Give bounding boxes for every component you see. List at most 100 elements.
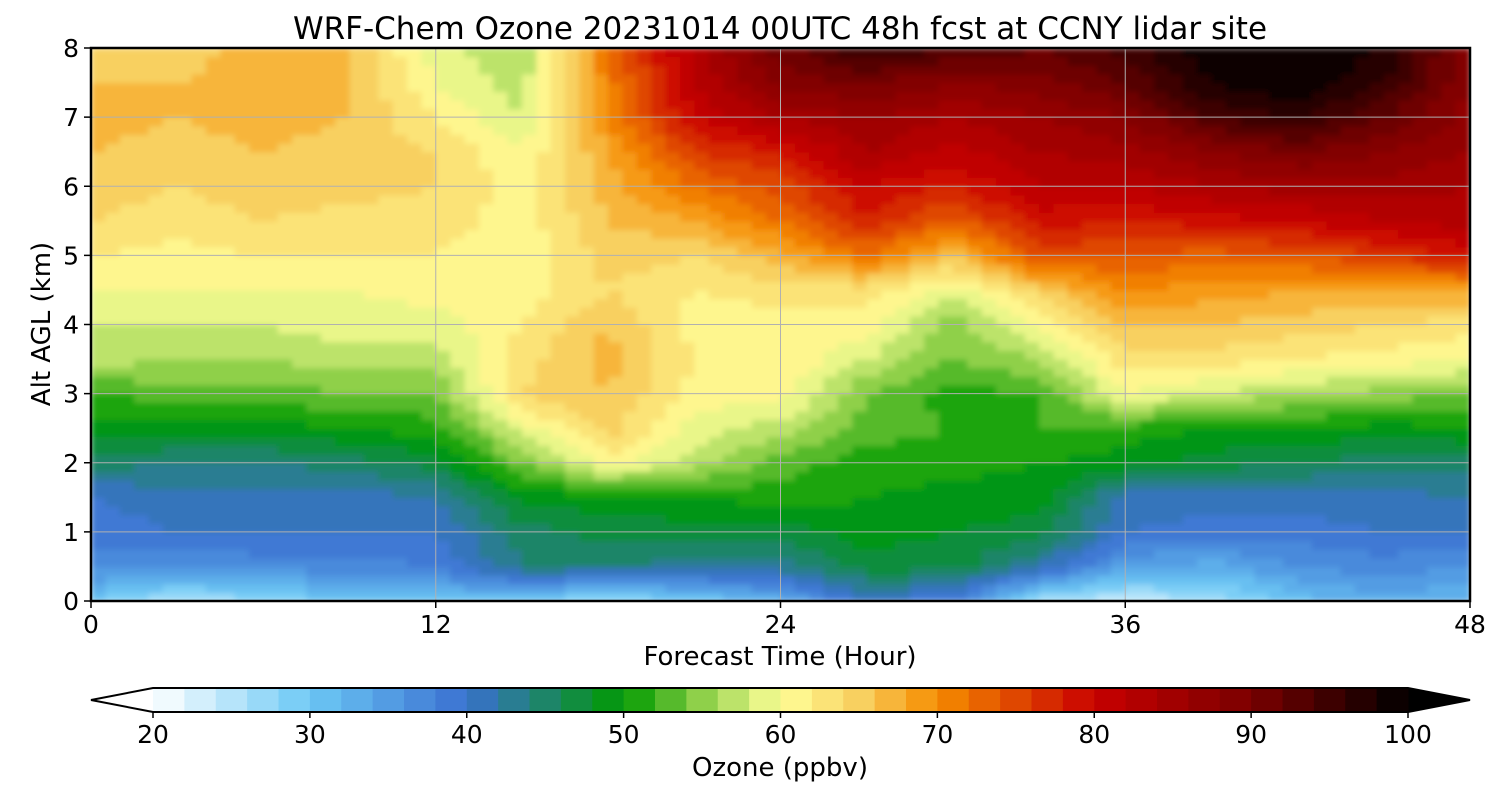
heatmap-cell [751, 238, 767, 248]
heatmap-cell [1110, 220, 1126, 231]
heatmap-cell [881, 488, 897, 498]
heatmap-cell [134, 272, 150, 282]
heatmap-cell [1067, 436, 1083, 447]
heatmap-cell [493, 151, 509, 161]
heatmap-cell [837, 238, 853, 248]
heatmap-cell [1455, 402, 1470, 412]
heatmap-cell [952, 194, 968, 205]
heatmap-cell [1153, 531, 1169, 542]
heatmap-cell [249, 445, 264, 455]
heatmap-cell [536, 454, 552, 464]
heatmap-cell [766, 557, 782, 568]
heatmap-cell [737, 557, 753, 568]
heatmap-cell [1225, 160, 1241, 170]
heatmap-cell [249, 177, 264, 187]
heatmap-cell [967, 246, 983, 256]
heatmap-cell [723, 203, 738, 213]
heatmap-cell [1355, 298, 1371, 308]
heatmap-cell [249, 186, 264, 196]
heatmap-cell [1067, 480, 1083, 490]
heatmap-cell [1039, 480, 1055, 490]
heatmap-cell [579, 341, 595, 352]
heatmap-cell [335, 557, 351, 568]
heatmap-cell [1297, 246, 1313, 256]
heatmap-cell [1096, 531, 1112, 542]
heatmap-cell [823, 557, 839, 568]
heatmap-cell [450, 393, 466, 403]
heatmap-cell [909, 307, 925, 317]
heatmap-cell [550, 315, 566, 326]
heatmap-cell [306, 367, 322, 377]
heatmap-cell [665, 255, 681, 265]
heatmap-cell [1369, 272, 1385, 282]
heatmap-cell [1426, 402, 1442, 412]
heatmap-cell [493, 488, 509, 498]
heatmap-cell [737, 428, 753, 438]
heatmap-cell [1125, 341, 1141, 352]
heatmap-cell [134, 428, 150, 438]
heatmap-cell [1211, 488, 1227, 498]
heatmap-cell [1297, 203, 1313, 213]
heatmap-cell [1125, 307, 1141, 317]
heatmap-cell [1297, 480, 1313, 490]
heatmap-cell [521, 212, 537, 222]
heatmap-cell [550, 557, 566, 568]
heatmap-cell [320, 220, 336, 231]
heatmap-cell [1010, 220, 1026, 231]
heatmap-cell [608, 238, 624, 248]
heatmap-cell [708, 272, 724, 282]
heatmap-cell [737, 583, 753, 593]
heatmap-cell [1240, 246, 1256, 256]
heatmap-cell [292, 488, 308, 498]
heatmap-cell [1096, 194, 1112, 205]
heatmap-cell [177, 480, 193, 490]
heatmap-cell [349, 367, 365, 377]
heatmap-cell [1182, 238, 1198, 248]
heatmap-cell [1211, 454, 1227, 464]
heatmap-cell [1398, 497, 1414, 507]
heatmap-cell [1067, 514, 1083, 524]
heatmap-cell [493, 497, 509, 507]
heatmap-cell [306, 531, 322, 542]
heatmap-cell [363, 367, 379, 377]
heatmap-cell [450, 307, 466, 317]
heatmap-cell [536, 376, 552, 386]
heatmap-cell [1096, 445, 1112, 455]
heatmap-cell [1225, 549, 1241, 559]
heatmap-cell [1096, 557, 1112, 568]
heatmap-cell [1283, 160, 1299, 170]
heatmap-cell [1441, 281, 1457, 291]
heatmap-cell [622, 307, 638, 317]
heatmap-cell [809, 523, 825, 533]
heatmap-cell [837, 160, 853, 170]
heatmap-cell [349, 454, 365, 464]
heatmap-cell [751, 445, 767, 455]
heatmap-cell [464, 402, 480, 412]
heatmap-cell [550, 194, 566, 205]
heatmap-cell [679, 384, 695, 395]
heatmap-cell [1311, 229, 1327, 239]
heatmap-cell [1412, 575, 1428, 585]
heatmap-cell [493, 445, 509, 455]
heatmap-cell [162, 298, 178, 308]
heatmap-cell [866, 566, 882, 576]
heatmap-cell [1455, 298, 1470, 308]
heatmap-cell [909, 566, 925, 576]
heatmap-cell [349, 393, 365, 403]
heatmap-cell [1168, 566, 1184, 576]
heatmap-cell [450, 281, 466, 291]
heatmap-cell [1168, 575, 1184, 585]
heatmap-cell [1168, 177, 1184, 187]
heatmap-cell [1153, 160, 1169, 170]
heatmap-cell [1039, 488, 1055, 498]
heatmap-cell [392, 410, 408, 421]
heatmap-cell [119, 514, 135, 524]
heatmap-cell [780, 566, 796, 576]
heatmap-cell [1426, 238, 1442, 248]
heatmap-cell [1355, 497, 1371, 507]
heatmap-cell [723, 376, 738, 386]
heatmap-cell [823, 376, 839, 386]
heatmap-cell [521, 480, 537, 490]
heatmap-cell [679, 419, 695, 429]
heatmap-cell [1326, 272, 1342, 282]
